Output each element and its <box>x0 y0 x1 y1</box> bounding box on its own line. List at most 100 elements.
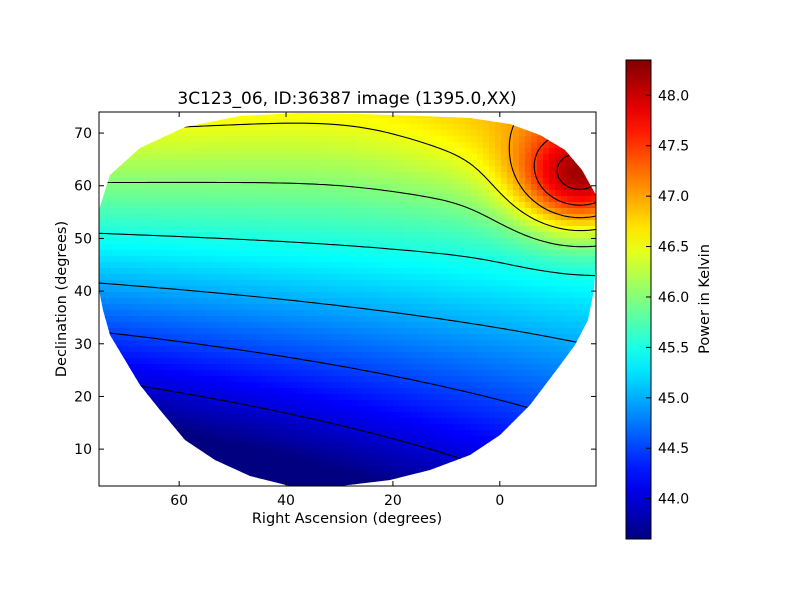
heatmap-cell <box>285 292 292 299</box>
heatmap-cell <box>573 130 580 137</box>
heatmap-cell <box>171 460 178 467</box>
heatmap-cell <box>579 454 586 461</box>
heatmap-cell <box>267 130 274 137</box>
heatmap-cell <box>357 370 364 377</box>
heatmap-cell <box>489 142 496 149</box>
heatmap-cell <box>561 286 568 293</box>
heatmap-cell <box>411 424 418 431</box>
heatmap-cell <box>303 202 310 209</box>
heatmap-cell <box>567 328 574 335</box>
heatmap-cell <box>195 454 202 461</box>
heatmap-cell <box>411 190 418 197</box>
heatmap-cell <box>345 352 352 359</box>
heatmap-cell <box>495 202 502 209</box>
heatmap-cell <box>201 142 208 149</box>
heatmap-cell <box>141 208 148 215</box>
heatmap-cell <box>411 154 418 161</box>
heatmap-cell <box>537 280 544 287</box>
heatmap-cell <box>333 262 340 269</box>
heatmap-cell <box>285 250 292 257</box>
heatmap-cell <box>579 292 586 299</box>
heatmap-cell <box>129 292 136 299</box>
heatmap-cell <box>309 400 316 407</box>
heatmap-cell <box>255 148 262 155</box>
heatmap-cell <box>183 130 190 137</box>
heatmap-cell <box>141 448 148 455</box>
heatmap-cell <box>207 466 214 473</box>
heatmap-cell <box>327 394 334 401</box>
heatmap-cell <box>537 460 544 467</box>
heatmap-cell <box>315 124 322 131</box>
heatmap-cell <box>255 436 262 443</box>
heatmap-cell <box>405 460 412 467</box>
heatmap-cell <box>165 394 172 401</box>
heatmap-cell <box>225 364 232 371</box>
heatmap-cell <box>237 274 244 281</box>
heatmap-cell <box>483 178 490 185</box>
heatmap-cell <box>129 430 136 437</box>
heatmap-cell <box>213 190 220 197</box>
heatmap-cell <box>369 142 376 149</box>
heatmap-cell <box>225 113 232 119</box>
heatmap-cell <box>225 172 232 179</box>
heatmap-cell <box>327 238 334 245</box>
heatmap-cell <box>159 160 166 167</box>
heatmap-cell <box>579 118 586 125</box>
heatmap-cell <box>297 340 304 347</box>
heatmap-cell <box>279 280 286 287</box>
heatmap-cell <box>423 178 430 185</box>
heatmap-cell <box>261 124 268 131</box>
heatmap-cell <box>375 328 382 335</box>
heatmap-cell <box>471 466 478 473</box>
heatmap-cell <box>369 220 376 227</box>
heatmap-cell <box>219 124 226 131</box>
heatmap-cell <box>291 334 298 341</box>
heatmap-cell <box>381 316 388 323</box>
heatmap-cell <box>495 352 502 359</box>
heatmap-cell <box>459 316 466 323</box>
heatmap-cell <box>177 202 184 209</box>
heatmap-cell <box>201 412 208 419</box>
heatmap-cell <box>531 424 538 431</box>
heatmap-cell <box>339 148 346 155</box>
heatmap-cell <box>303 322 310 329</box>
heatmap-cell <box>213 280 220 287</box>
heatmap-cell <box>387 382 394 389</box>
heatmap-cell <box>303 178 310 185</box>
heatmap-cell <box>429 220 436 227</box>
heatmap-cell <box>339 340 346 347</box>
heatmap-cell <box>561 388 568 395</box>
heatmap-cell <box>327 172 334 179</box>
heatmap-cell <box>591 328 596 335</box>
heatmap-cell <box>135 250 142 257</box>
heatmap-cell <box>159 388 166 395</box>
heatmap-cell <box>165 466 172 473</box>
heatmap-cell <box>267 298 274 305</box>
heatmap-cell <box>519 454 526 461</box>
heatmap-cell <box>243 442 250 449</box>
heatmap-cell <box>207 220 214 227</box>
heatmap-cell <box>477 244 484 251</box>
heatmap-cell <box>261 184 268 191</box>
heatmap-cell <box>501 430 508 437</box>
heatmap-cell <box>453 202 460 209</box>
heatmap-cell <box>297 430 304 437</box>
heatmap-cell <box>267 124 274 131</box>
heatmap-cell <box>111 346 118 353</box>
heatmap-cell <box>171 172 178 179</box>
heatmap-cell <box>177 358 184 365</box>
heatmap-cell <box>285 160 292 167</box>
heatmap-cell <box>195 220 202 227</box>
heatmap-cell <box>429 268 436 275</box>
heatmap-cell <box>243 160 250 167</box>
heatmap-cell <box>435 292 442 299</box>
heatmap-cell <box>531 352 538 359</box>
heatmap-cell <box>513 436 520 443</box>
heatmap-cell <box>513 136 520 143</box>
heatmap-cell <box>465 244 472 251</box>
heatmap-cell <box>183 148 190 155</box>
heatmap-cell <box>525 292 532 299</box>
heatmap-cell <box>291 340 298 347</box>
heatmap-cell <box>579 358 586 365</box>
heatmap-cell <box>441 310 448 317</box>
